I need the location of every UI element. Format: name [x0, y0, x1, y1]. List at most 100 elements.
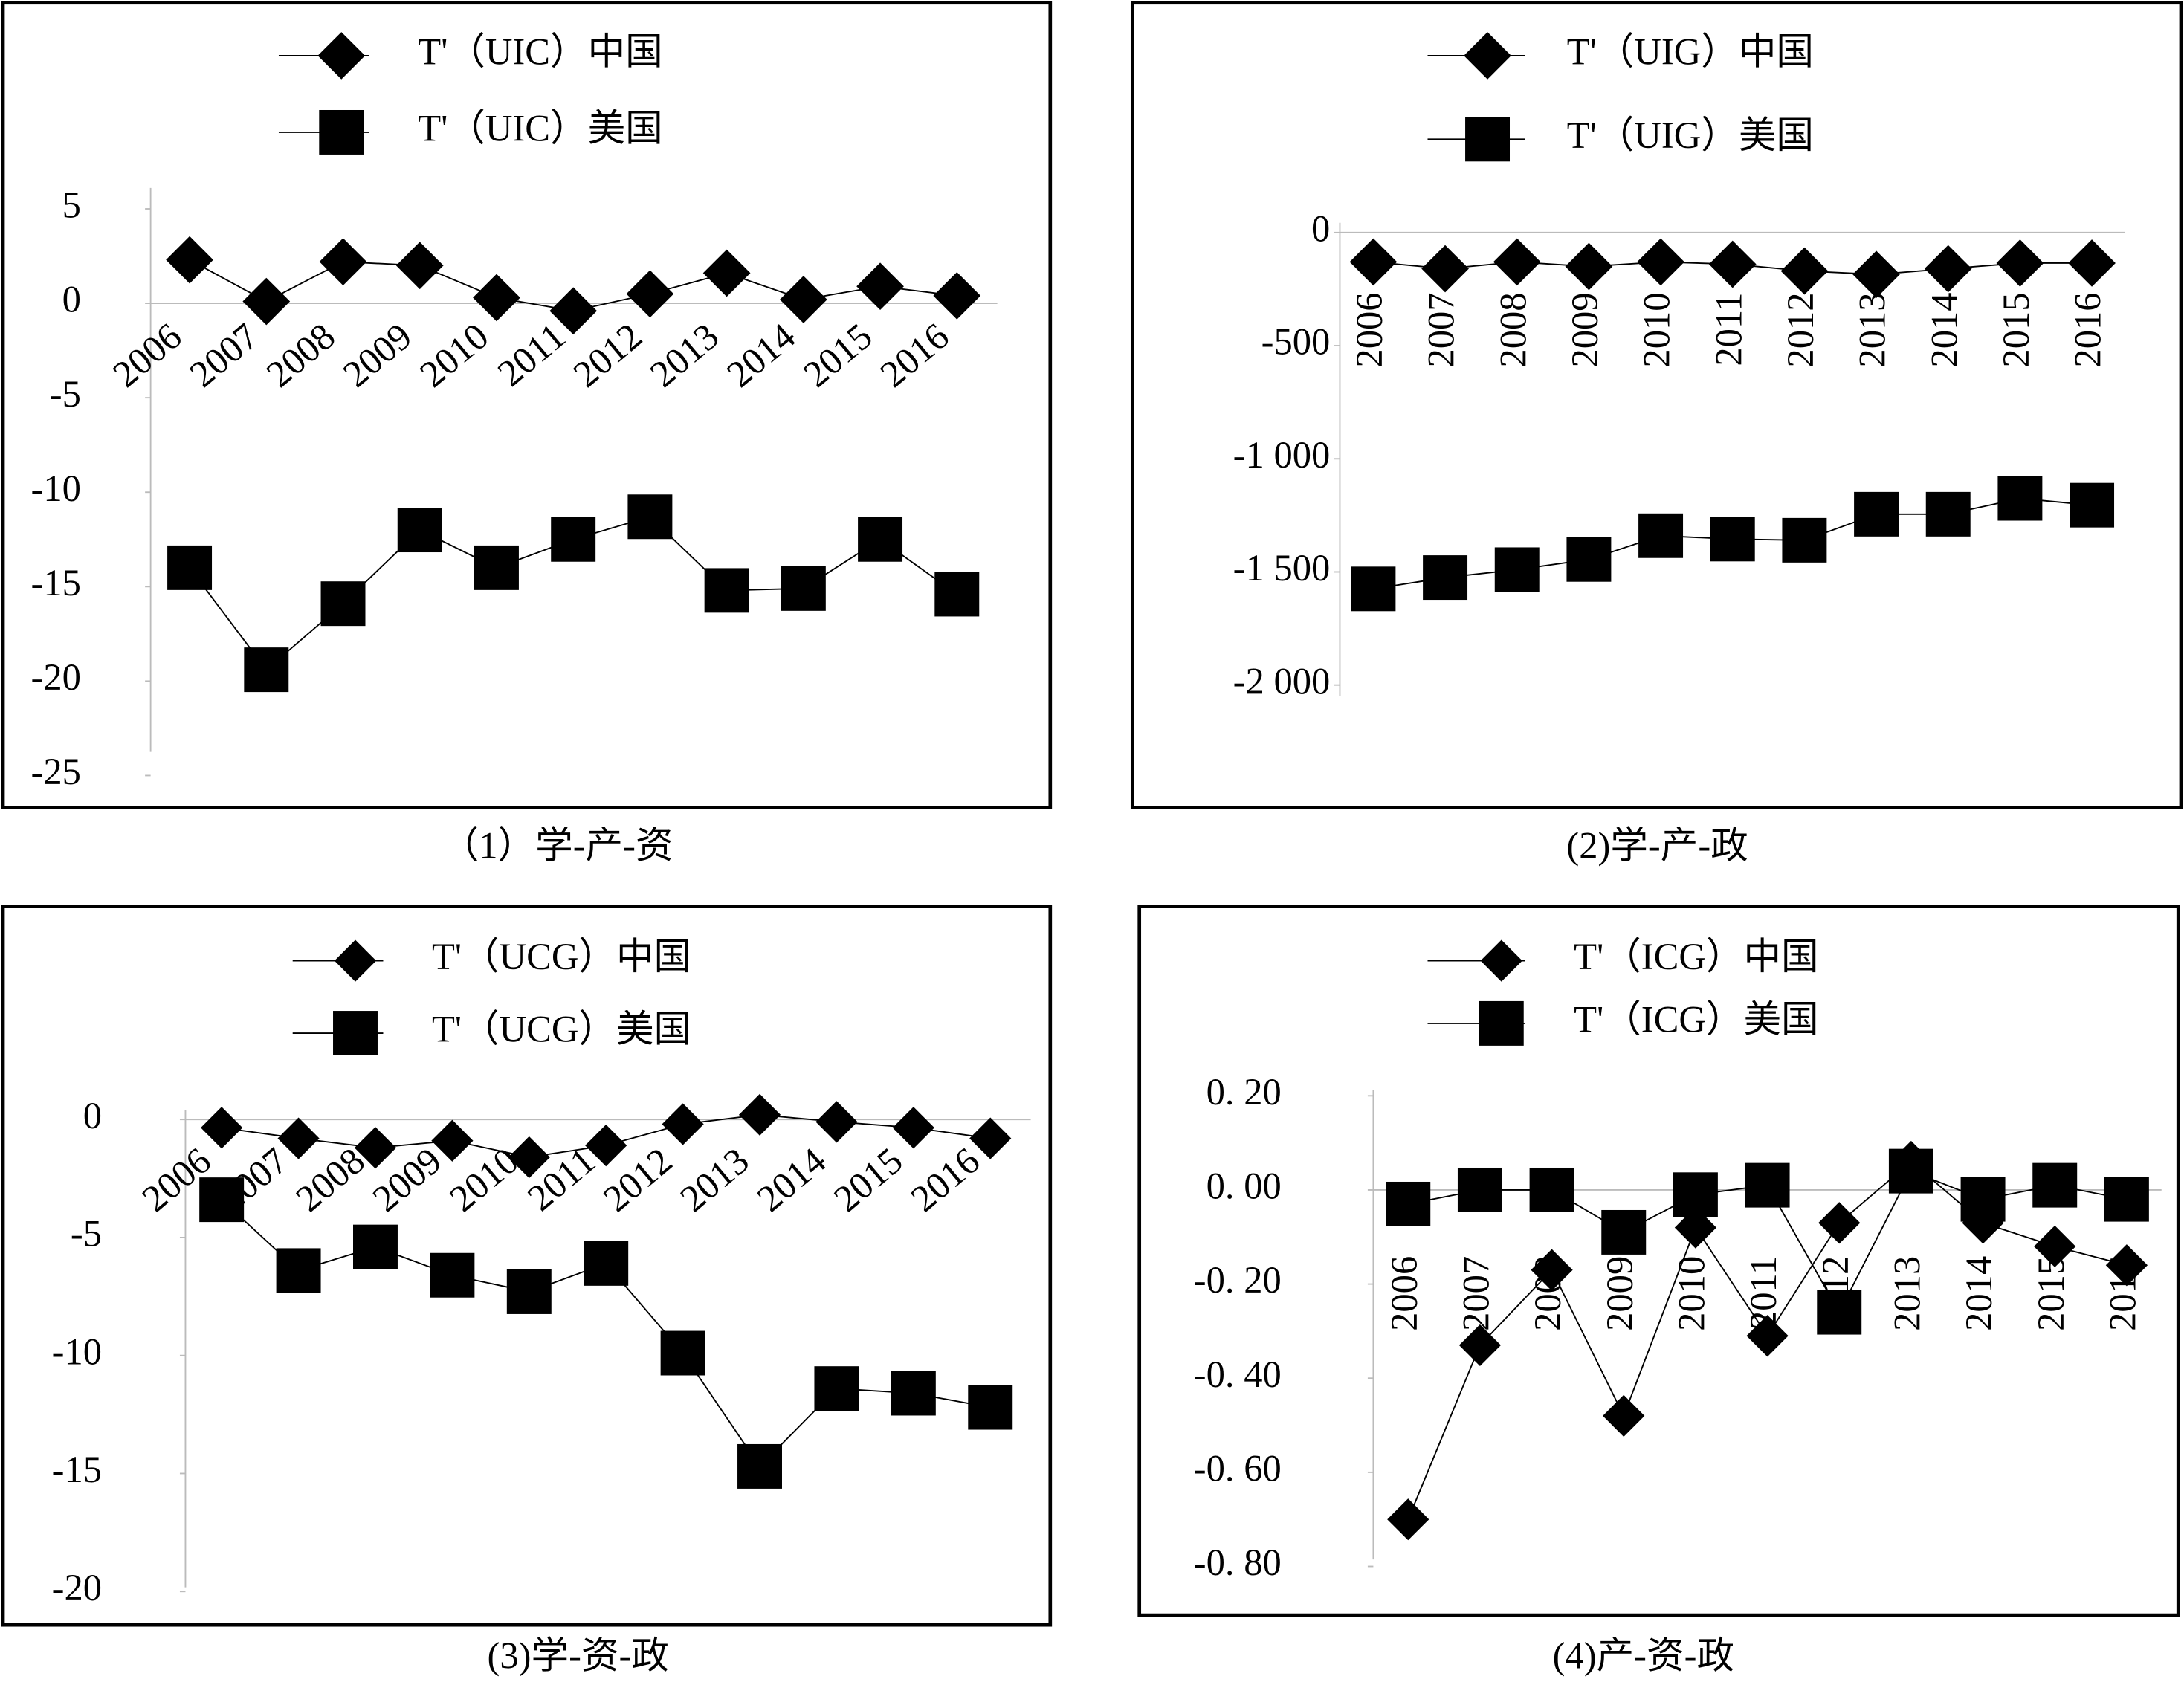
x-tick-label: 2014: [719, 315, 803, 395]
square-marker: [1997, 476, 2043, 521]
diamond-marker: [277, 1117, 320, 1159]
diamond-marker: [1493, 238, 1541, 286]
x-tick-label: 2014: [1958, 1256, 2000, 1331]
diamond-marker: [1387, 1498, 1429, 1541]
diamond-marker: [395, 242, 444, 290]
diamond-marker: [662, 1103, 704, 1145]
x-tick-label: 2015: [1995, 292, 2037, 367]
y-tick-label: -500: [1261, 321, 1331, 363]
square-marker: [1457, 1167, 1502, 1212]
square-marker: [276, 1248, 321, 1293]
square-marker: [704, 568, 749, 613]
x-tick-label: 2013: [1852, 292, 1893, 367]
x-tick-label: 2007: [1421, 292, 1462, 367]
x-tick-label: 2016: [872, 315, 956, 395]
y-tick-label: 0: [1311, 207, 1330, 249]
y-tick-label: -15: [52, 1449, 102, 1490]
square-marker: [891, 1371, 936, 1416]
y-tick-label: -1 500: [1233, 547, 1331, 589]
x-tick-label: 2008: [1492, 292, 1534, 367]
diamond-marker: [1349, 238, 1398, 286]
square-marker: [397, 508, 442, 553]
chart-caption: (4)产-资-政: [1553, 1635, 1734, 1677]
square-marker: [1925, 491, 1971, 537]
diamond-marker: [1996, 239, 2044, 287]
chart-caption: (2)学-产-政: [1566, 824, 1748, 866]
diamond-marker: [1565, 242, 1613, 291]
x-tick-label: 2006: [105, 315, 189, 395]
square-marker: [1386, 1181, 1431, 1226]
square-marker: [737, 1443, 782, 1489]
x-tick-label: 2008: [259, 315, 343, 395]
diamond-marker: [1637, 238, 1684, 286]
x-tick-label: 2007: [1456, 1256, 1497, 1331]
square-marker: [1423, 555, 1468, 601]
square-marker: [474, 545, 519, 590]
y-tick-label: -5: [50, 373, 81, 415]
y-tick-label: 0. 20: [1206, 1071, 1282, 1113]
diamond-marker: [1818, 1202, 1861, 1244]
legend-marker: [333, 1011, 378, 1055]
legend-marker: [1480, 939, 1522, 982]
x-tick-label: 2009: [335, 315, 419, 395]
chart-caption: （1）学-产-资: [442, 824, 673, 866]
square-marker: [814, 1366, 859, 1411]
x-tick-label: 2010: [412, 315, 496, 395]
diamond-marker: [779, 276, 827, 323]
x-tick-label: 2014: [1923, 292, 1965, 367]
x-tick-label: 2014: [749, 1139, 833, 1220]
square-marker: [934, 572, 980, 617]
y-tick-label: -15: [31, 562, 81, 604]
legend-marker: [317, 32, 366, 80]
x-tick-label: 2013: [1887, 1256, 1928, 1331]
square-marker: [1638, 513, 1684, 558]
legend-marker: [334, 939, 377, 982]
square-marker: [1351, 566, 1396, 612]
diamond-marker: [933, 272, 981, 320]
square-marker: [1745, 1162, 1790, 1208]
legend-marker: [319, 109, 364, 155]
diamond-marker: [626, 270, 674, 318]
chart-caption: (3)学-资-政: [488, 1635, 669, 1677]
y-tick-label: -0. 20: [1194, 1259, 1282, 1301]
diamond-marker: [815, 1101, 858, 1143]
square-marker: [627, 494, 673, 540]
legend-label: T'（UIG）美国: [1567, 114, 1814, 156]
square-marker: [1710, 517, 1755, 562]
diamond-marker: [2068, 239, 2116, 287]
y-tick-label: -1 000: [1233, 434, 1331, 476]
x-tick-label: 2007: [181, 315, 265, 395]
legend-label: T'（UIC）中国: [418, 31, 662, 73]
diamond-marker: [508, 1136, 550, 1179]
square-marker: [584, 1241, 629, 1286]
x-tick-label: 2010: [1671, 1256, 1713, 1331]
y-tick-label: -0. 80: [1194, 1542, 1282, 1583]
square-marker: [1673, 1172, 1718, 1217]
series-line: [221, 1199, 991, 1468]
square-marker: [1529, 1167, 1574, 1212]
y-tick-label: 0: [62, 279, 81, 320]
legend-marker: [1464, 32, 1511, 80]
square-marker: [1494, 547, 1540, 592]
diamond-marker: [969, 1117, 1012, 1159]
diamond-marker: [242, 277, 291, 326]
x-tick-label: 2013: [672, 1139, 756, 1220]
diamond-marker: [354, 1127, 397, 1169]
square-marker: [1566, 537, 1612, 582]
panel-frame: [1130, 1, 2183, 809]
x-tick-label: 2011: [490, 315, 573, 395]
y-tick-label: 5: [62, 184, 81, 226]
legend-label: T'（UIC）美国: [418, 108, 662, 149]
x-tick-label: 2016: [903, 1139, 987, 1220]
square-marker: [2104, 1177, 2149, 1222]
diamond-marker: [1924, 245, 1972, 293]
diamond-marker: [431, 1119, 474, 1162]
square-marker: [781, 566, 826, 611]
legend-marker: [1479, 1000, 1524, 1046]
square-marker: [858, 517, 903, 562]
x-tick-label: 2010: [1636, 292, 1678, 367]
x-tick-label: 2011: [1708, 292, 1749, 366]
legend-label: T'（ICG）中国: [1574, 936, 1818, 977]
